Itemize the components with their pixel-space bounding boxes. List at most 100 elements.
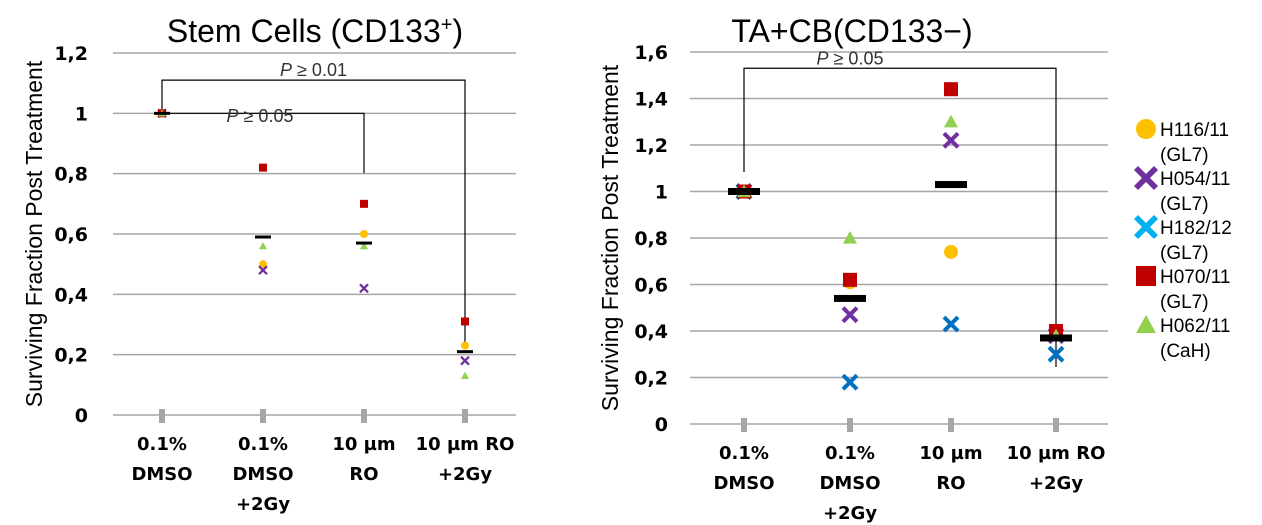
p-value-annotation: P ≥ 0.05 xyxy=(817,48,884,68)
y-tick-label: 0,4 xyxy=(634,321,668,343)
chart-panel-1: Stem Cells (CD133+) Surviving Fraction Po… xyxy=(21,13,516,515)
legend-label: H054/11 xyxy=(1160,169,1230,190)
x-tick-mark xyxy=(462,409,468,423)
x-tick-label-line: 10 µm xyxy=(919,443,982,464)
x-tick-mark xyxy=(361,409,367,423)
data-point xyxy=(460,355,470,366)
legend-marker xyxy=(1136,315,1156,333)
x-tick-label-line: 10 µm RO xyxy=(416,434,515,455)
data-point xyxy=(1047,345,1065,363)
data-point xyxy=(461,317,469,326)
x-tick-label-line: 0.1% xyxy=(825,443,875,464)
data-point xyxy=(259,163,267,172)
data-point xyxy=(259,242,267,250)
legend-label: H062/11 xyxy=(1160,316,1230,337)
legend-sublabel: (GL7) xyxy=(1160,292,1209,313)
x-tick-label: 10 µm RO +2Gy xyxy=(416,434,515,485)
x-tick-mark xyxy=(159,409,165,423)
mean-bar xyxy=(154,111,170,115)
legend: H116/11 (GL7) H054/11 (GL7) H182/12 (GL7) H070… xyxy=(1133,119,1232,362)
legend-sublabel: (GL7) xyxy=(1160,243,1209,264)
y-tick-label: 0 xyxy=(75,405,88,427)
mean-bar xyxy=(255,235,271,239)
x-tick-label-line: 10 µm xyxy=(332,434,395,455)
data-point xyxy=(461,371,469,379)
x-tick-mark xyxy=(948,418,954,432)
y-tick-label: 1 xyxy=(655,182,668,204)
mean-bar xyxy=(728,188,760,195)
legend-marker xyxy=(1136,119,1156,139)
data-point xyxy=(360,230,368,238)
mean-bar xyxy=(935,181,967,189)
significance-bracket xyxy=(743,67,1057,367)
y-tick-label: 1,4 xyxy=(634,89,668,111)
chart-title: TA+CB(CD133−) xyxy=(731,13,972,49)
x-tick-label-line: DMSO xyxy=(232,464,293,485)
x-tick-label: 10 µm RO +2Gy xyxy=(1007,443,1106,494)
data-point xyxy=(843,231,857,244)
data-point xyxy=(360,199,368,208)
legend-sublabel: (GL7) xyxy=(1160,145,1209,166)
x-tick-label-line: DMSO xyxy=(819,473,880,494)
significance-bracket xyxy=(161,79,466,343)
x-tick-mark xyxy=(1053,418,1059,432)
legend-marker xyxy=(1133,165,1159,191)
y-axis-label: Surviving Fraction Post Treatment xyxy=(21,60,47,407)
x-tick-label-line: +2Gy xyxy=(823,503,877,524)
legend-marker xyxy=(1136,266,1156,286)
x-tick-label: 0.1% DMSO xyxy=(713,443,774,494)
x-tick-label-line: DMSO xyxy=(131,464,192,485)
data-point xyxy=(841,306,859,324)
y-tick-label: 1,6 xyxy=(634,42,668,64)
x-tick-label: 10 µm RO xyxy=(919,443,982,494)
y-tick-label: 0,6 xyxy=(634,275,668,297)
mean-bar xyxy=(356,241,372,245)
mean-bar xyxy=(457,350,473,354)
legend-sublabel: (GL7) xyxy=(1160,194,1209,215)
legend-label: H070/11 xyxy=(1160,267,1230,288)
x-tick-label-line: +2Gy xyxy=(236,494,290,515)
y-tick-label: 0,2 xyxy=(54,345,88,367)
x-tick-label-line: 10 µm RO xyxy=(1007,443,1106,464)
legend-marker xyxy=(1133,214,1159,240)
data-point xyxy=(461,341,469,350)
p-value-annotation: P ≥ 0.01 xyxy=(280,60,347,80)
chart-title: Stem Cells (CD133+) xyxy=(167,13,463,49)
x-tick-label-line: +2Gy xyxy=(1029,473,1083,494)
x-tick-label-line: DMSO xyxy=(713,473,774,494)
data-point xyxy=(360,242,368,250)
x-tick-mark xyxy=(741,418,747,432)
y-tick-label: 0,4 xyxy=(54,284,88,306)
y-tick-label: 1 xyxy=(75,103,88,125)
data-point xyxy=(843,272,857,287)
data-point xyxy=(942,315,960,333)
p-value-annotation: P ≥ 0.05 xyxy=(227,106,294,126)
legend-label: H182/12 xyxy=(1160,218,1232,239)
data-point xyxy=(942,131,960,149)
x-tick-label-line: +2Gy xyxy=(438,464,492,485)
x-tick-label: 0.1% DMSO +2Gy xyxy=(819,443,880,524)
data-point xyxy=(359,283,369,294)
data-point xyxy=(258,265,268,276)
data-point xyxy=(944,244,958,259)
y-axis-label: Surviving Fraction Post Treatment xyxy=(597,64,623,411)
x-tick-mark xyxy=(260,409,266,423)
x-tick-label-line: RO xyxy=(349,464,378,485)
data-point xyxy=(841,373,859,391)
x-tick-label-line: 0.1% xyxy=(719,443,769,464)
y-tick-label: 0,8 xyxy=(54,164,88,186)
mean-bar xyxy=(834,294,866,302)
legend-sublabel: (CaH) xyxy=(1160,341,1211,362)
y-tick-label: 1,2 xyxy=(54,43,88,65)
mean-bar xyxy=(1040,334,1072,342)
legend-label: H116/11 xyxy=(1160,120,1229,141)
data-point xyxy=(944,114,958,128)
x-tick-label: 0.1% DMSO xyxy=(131,434,192,485)
x-tick-mark xyxy=(847,418,853,432)
chart-panel-2: TA+CB(CD133−) Surviving Fraction Post Tre… xyxy=(597,13,1108,524)
y-tick-label: 0,8 xyxy=(634,228,668,250)
x-tick-label: 0.1% DMSO +2Gy xyxy=(232,434,293,515)
data-point xyxy=(259,260,267,269)
data-point xyxy=(944,82,958,97)
